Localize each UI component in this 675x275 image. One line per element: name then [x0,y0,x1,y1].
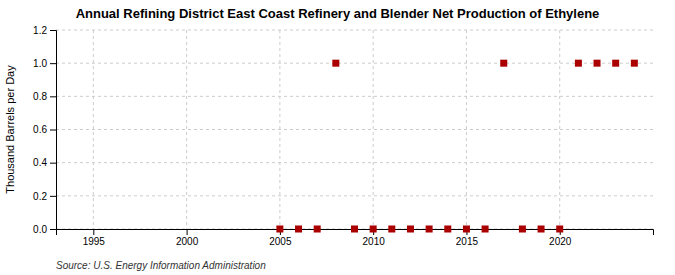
y-tick-label: 1.0 [33,58,47,69]
y-tick-label: 0.0 [33,224,47,235]
point [594,60,601,67]
y-tick-mark [50,30,56,31]
y-tick-label: 0.8 [33,91,47,102]
y-tick: 0.6 [33,124,56,135]
point [388,226,395,233]
point [370,226,377,233]
y-axis-label: Thousand Barrels per Day [4,65,16,194]
y-tick-mark [50,229,56,230]
y-tick-label: 0.2 [33,191,47,202]
point [426,226,433,233]
y-tick-mark [50,96,56,97]
point [575,60,582,67]
y-grid-line [56,195,653,196]
x-grid-line [559,30,560,229]
point [500,60,507,67]
point [295,226,302,233]
x-tick-label: 2020 [549,236,572,247]
y-tick-mark [50,63,56,64]
x-grid-line [93,30,94,229]
source-note: Source: U.S. Energy Information Administ… [56,260,266,271]
y-axis: 0.0 0.2 0.4 0.6 0.8 1.0 1.2 [33,25,56,235]
point [463,226,470,233]
y-tick: 0.0 [33,224,56,235]
x-tick-label: 2010 [363,236,386,247]
point [612,60,619,67]
y-tick: 0.4 [33,157,56,168]
point [407,226,414,233]
y-tick-mark [50,163,56,164]
point [482,226,489,233]
y-tick: 0.8 [33,91,56,102]
x-grid-line [466,30,467,229]
y-grid-line [56,63,653,64]
point [631,60,638,67]
y-tick: 1.2 [33,25,56,36]
y-tick-label: 0.6 [33,124,47,135]
y-tick-label: 1.2 [33,25,47,36]
y-tick-mark [50,196,56,197]
y-axis-line [50,31,57,230]
x-tick-mark [187,229,188,235]
x-tick: 1995 [83,229,106,247]
x-tick: 2000 [176,229,199,247]
y-grid-line [56,162,653,163]
y-grid-line [56,96,653,97]
x-tick-mark [93,229,94,235]
x-tick-label: 2005 [269,236,292,247]
point [332,60,339,67]
title: Annual Refining District East Coast Refi… [76,6,600,21]
point [538,226,545,233]
x-grid-line [186,30,187,229]
y-tick: 1.0 [33,58,56,69]
points [276,60,637,233]
x-tick-label: 2015 [456,236,479,247]
x-tick-label: 2000 [176,236,199,247]
x-grid-line [373,30,374,229]
point [444,226,451,233]
x-grid-line [279,30,280,229]
y-grid-line [56,129,653,130]
y-tick: 0.2 [33,191,56,202]
chart: 1995 2000 2005 2010 2015 2020 0.0 0.2 0.4 0.6 0.8 1… [0,0,675,275]
point [556,226,563,233]
plot: 1995 2000 2005 2010 2015 2020 0.0 0.2 0.4 0.6 0.8 1… [33,25,653,247]
y-grid-line [56,30,653,31]
point [314,226,321,233]
x-tick-label: 1995 [83,236,106,247]
point [276,226,283,233]
point [351,226,358,233]
grid [56,30,653,229]
y-tick-label: 0.4 [33,157,47,168]
y-tick-mark [50,130,56,131]
point [519,226,526,233]
